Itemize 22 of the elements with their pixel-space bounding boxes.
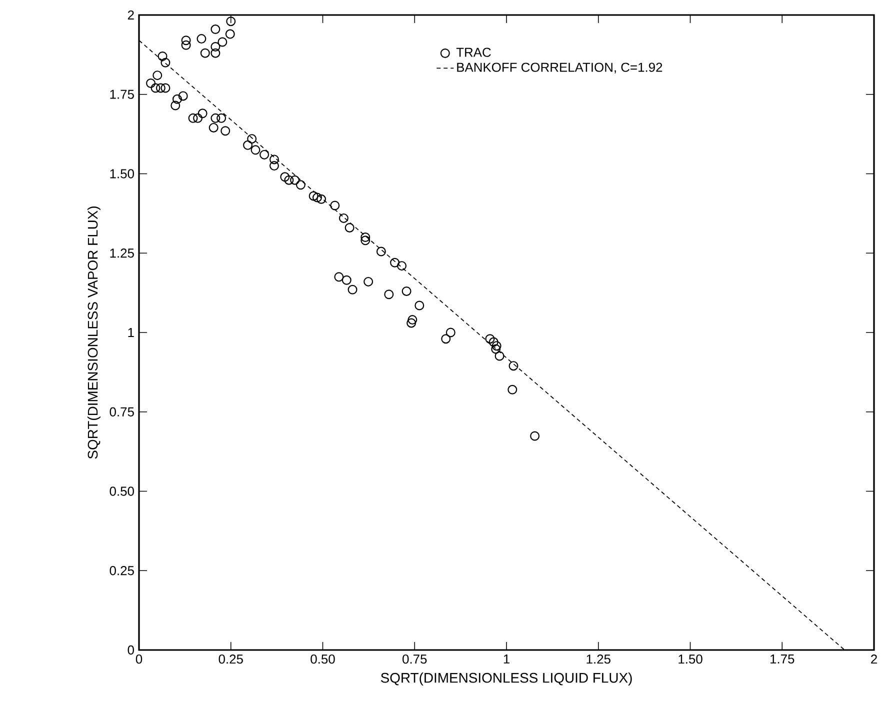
x-tick-label: 0.50 [310, 654, 335, 664]
x-tick-label: 0.75 [402, 654, 427, 664]
legend-label: BANKOFF CORRELATION, C=1.92 [457, 62, 662, 74]
x-tick-label: 1 [504, 654, 510, 664]
x-tick-label: 1.50 [678, 654, 702, 664]
y-tick-label: 1.75 [110, 90, 134, 99]
y-tick-label: 0.25 [110, 566, 134, 576]
x-tick-label: 0.25 [218, 654, 243, 664]
y-tick-label: 0 [128, 645, 134, 655]
x-tick-label: 1.25 [586, 654, 610, 664]
x-tick-label: 0 [136, 654, 142, 664]
y-tick-label: 2 [128, 10, 134, 20]
x-axis-title: SQRT(DIMENSIONLESS LIQUID FLUX) [380, 672, 632, 686]
legend-label: TRAC [456, 48, 491, 57]
x-tick-label: 2 [871, 654, 877, 664]
y-tick-label: 1.25 [110, 248, 134, 258]
y-tick-label: 1 [128, 328, 134, 337]
y-tick-label: 1.50 [110, 169, 134, 178]
x-tick-label: 1.75 [770, 654, 794, 664]
y-tick-label: 0.75 [110, 407, 134, 416]
y-axis-title: SQRT(DIMENSIONLESS VAPOR FLUX) [87, 206, 100, 459]
y-tick-label: 0.50 [110, 486, 134, 496]
